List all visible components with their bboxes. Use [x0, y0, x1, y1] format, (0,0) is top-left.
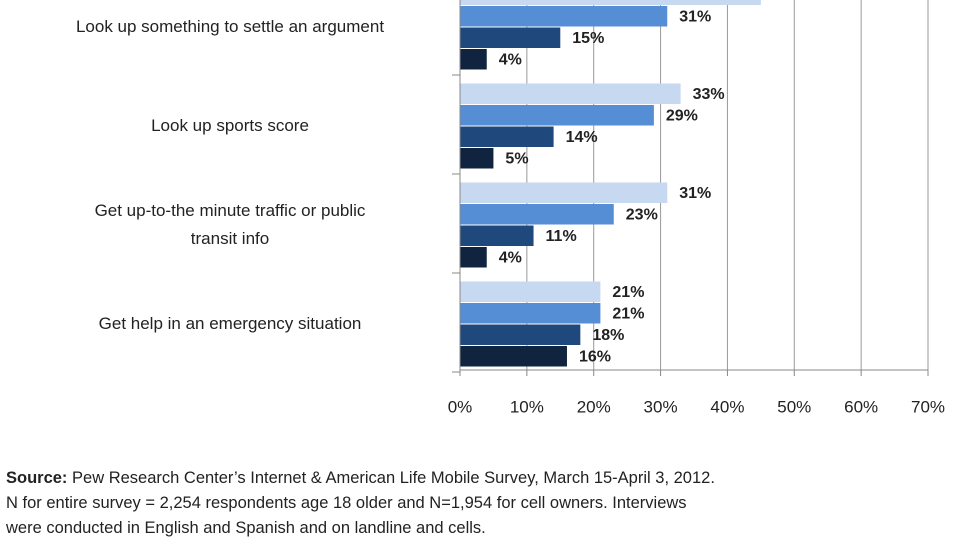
category-label: Get help in an emergency situation: [98, 314, 362, 333]
bar: [460, 303, 601, 324]
value-label: 31%: [679, 185, 711, 202]
x-tick-label: 70%: [911, 397, 945, 416]
value-label: 29%: [666, 107, 698, 124]
source-label: Source:: [6, 469, 68, 487]
value-label: 15%: [572, 30, 604, 47]
value-label: 4%: [499, 51, 522, 68]
value-label: 33%: [693, 86, 725, 103]
source-note: Source: Pew Research Center’s Internet &…: [6, 466, 978, 541]
value-label: 23%: [626, 206, 658, 223]
bar: [460, 126, 554, 147]
bar: [460, 49, 487, 70]
category-label: Get up-to-the minute traffic or public t…: [94, 201, 366, 248]
bar: [460, 225, 534, 246]
bar: [460, 247, 487, 268]
bar: [460, 6, 668, 27]
bar: [460, 83, 681, 104]
bar: [460, 0, 761, 5]
chart: 0% 10% 20% 30% 40% 50% 60% 70% 31% 15% 4% 33% 29% 14%…: [448, 0, 945, 416]
value-label: 16%: [579, 348, 611, 365]
bar: [460, 346, 567, 367]
bar: [460, 105, 654, 126]
x-tick-label: 10%: [510, 397, 544, 416]
category-label: Look up something to settle an argument: [75, 17, 385, 36]
value-label: 18%: [592, 327, 624, 344]
value-label: 31%: [679, 8, 711, 25]
value-label: 11%: [546, 228, 577, 245]
x-tick-label: 20%: [577, 397, 611, 416]
source-text: Pew Research Center’s Internet & America…: [6, 469, 715, 537]
value-label: 5%: [505, 150, 528, 167]
bar: [460, 148, 494, 169]
bar: [460, 324, 581, 345]
category-label: Look up sports score: [151, 116, 309, 135]
x-tick-label: 60%: [844, 397, 878, 416]
value-label: 21%: [612, 305, 644, 322]
x-tick-label: 30%: [644, 397, 678, 416]
value-label: 21%: [612, 284, 644, 301]
bar: [460, 281, 601, 302]
bar: [460, 182, 668, 203]
x-tick-label: 50%: [777, 397, 811, 416]
value-label: 14%: [566, 129, 598, 146]
value-label: 4%: [499, 249, 522, 266]
x-tick-label: 40%: [710, 397, 744, 416]
bar: [460, 204, 614, 225]
x-tick-label: 0%: [448, 397, 473, 416]
bar: [460, 27, 561, 48]
